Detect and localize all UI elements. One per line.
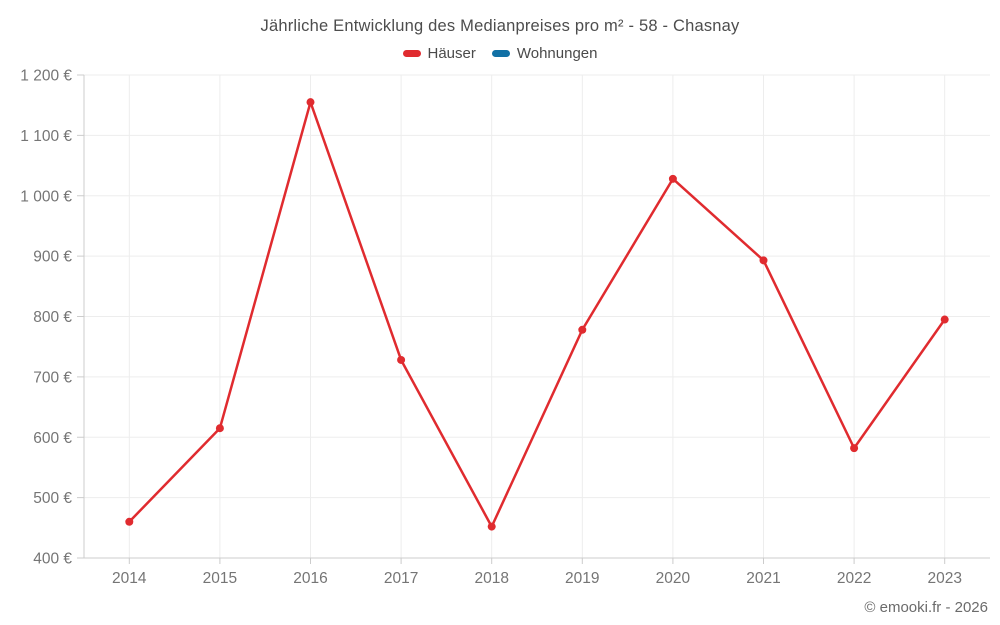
y-tick-label: 1 000 € bbox=[20, 188, 72, 205]
data-point-marker bbox=[397, 355, 406, 364]
y-tick-label: 600 € bbox=[33, 430, 72, 447]
x-tick-label: 2018 bbox=[474, 570, 508, 587]
x-tick-label: 2015 bbox=[203, 570, 237, 587]
legend: Häuser Wohnungen bbox=[0, 45, 1000, 62]
y-tick-label: 800 € bbox=[33, 309, 72, 326]
chart-header: Jährliche Entwicklung des Medianpreises … bbox=[0, 0, 1000, 62]
x-tick-label: 2022 bbox=[837, 570, 871, 587]
y-tick-label: 500 € bbox=[33, 490, 72, 507]
data-point-marker bbox=[125, 517, 134, 526]
x-tick-label: 2019 bbox=[565, 570, 599, 587]
x-tick-label: 2017 bbox=[384, 570, 418, 587]
data-point-marker bbox=[487, 522, 496, 531]
y-tick-label: 1 100 € bbox=[20, 128, 72, 145]
data-point-marker bbox=[578, 325, 587, 334]
y-tick-label: 700 € bbox=[33, 369, 72, 386]
x-tick-label: 2020 bbox=[656, 570, 691, 587]
y-tick-label: 1 200 € bbox=[20, 68, 72, 85]
data-point-marker bbox=[668, 174, 677, 183]
legend-item-wohnungen[interactable]: Wohnungen bbox=[491, 45, 598, 62]
series-line-h-user bbox=[128, 100, 946, 528]
data-point-marker bbox=[759, 256, 768, 265]
x-tick-label: 2014 bbox=[112, 570, 147, 587]
y-tick-label: 900 € bbox=[33, 249, 72, 266]
legend-label: Häuser bbox=[427, 45, 476, 62]
data-point-marker bbox=[850, 444, 859, 453]
y-tick-label: 400 € bbox=[33, 551, 72, 568]
data-point-marker bbox=[940, 315, 949, 324]
legend-swatch-icon bbox=[491, 50, 510, 57]
legend-swatch-icon bbox=[402, 50, 421, 57]
data-point-marker bbox=[306, 98, 315, 107]
data-point-marker bbox=[215, 424, 224, 433]
credit-text: © emooki.fr - 2026 bbox=[864, 599, 988, 616]
x-tick-label: 2016 bbox=[293, 570, 327, 587]
legend-label: Wohnungen bbox=[516, 45, 598, 62]
x-tick-label: 2023 bbox=[927, 570, 961, 587]
chart-title: Jährliche Entwicklung des Medianpreises … bbox=[260, 17, 740, 35]
legend-item-h-user[interactable]: Häuser bbox=[402, 45, 476, 62]
x-tick-label: 2021 bbox=[746, 570, 780, 587]
